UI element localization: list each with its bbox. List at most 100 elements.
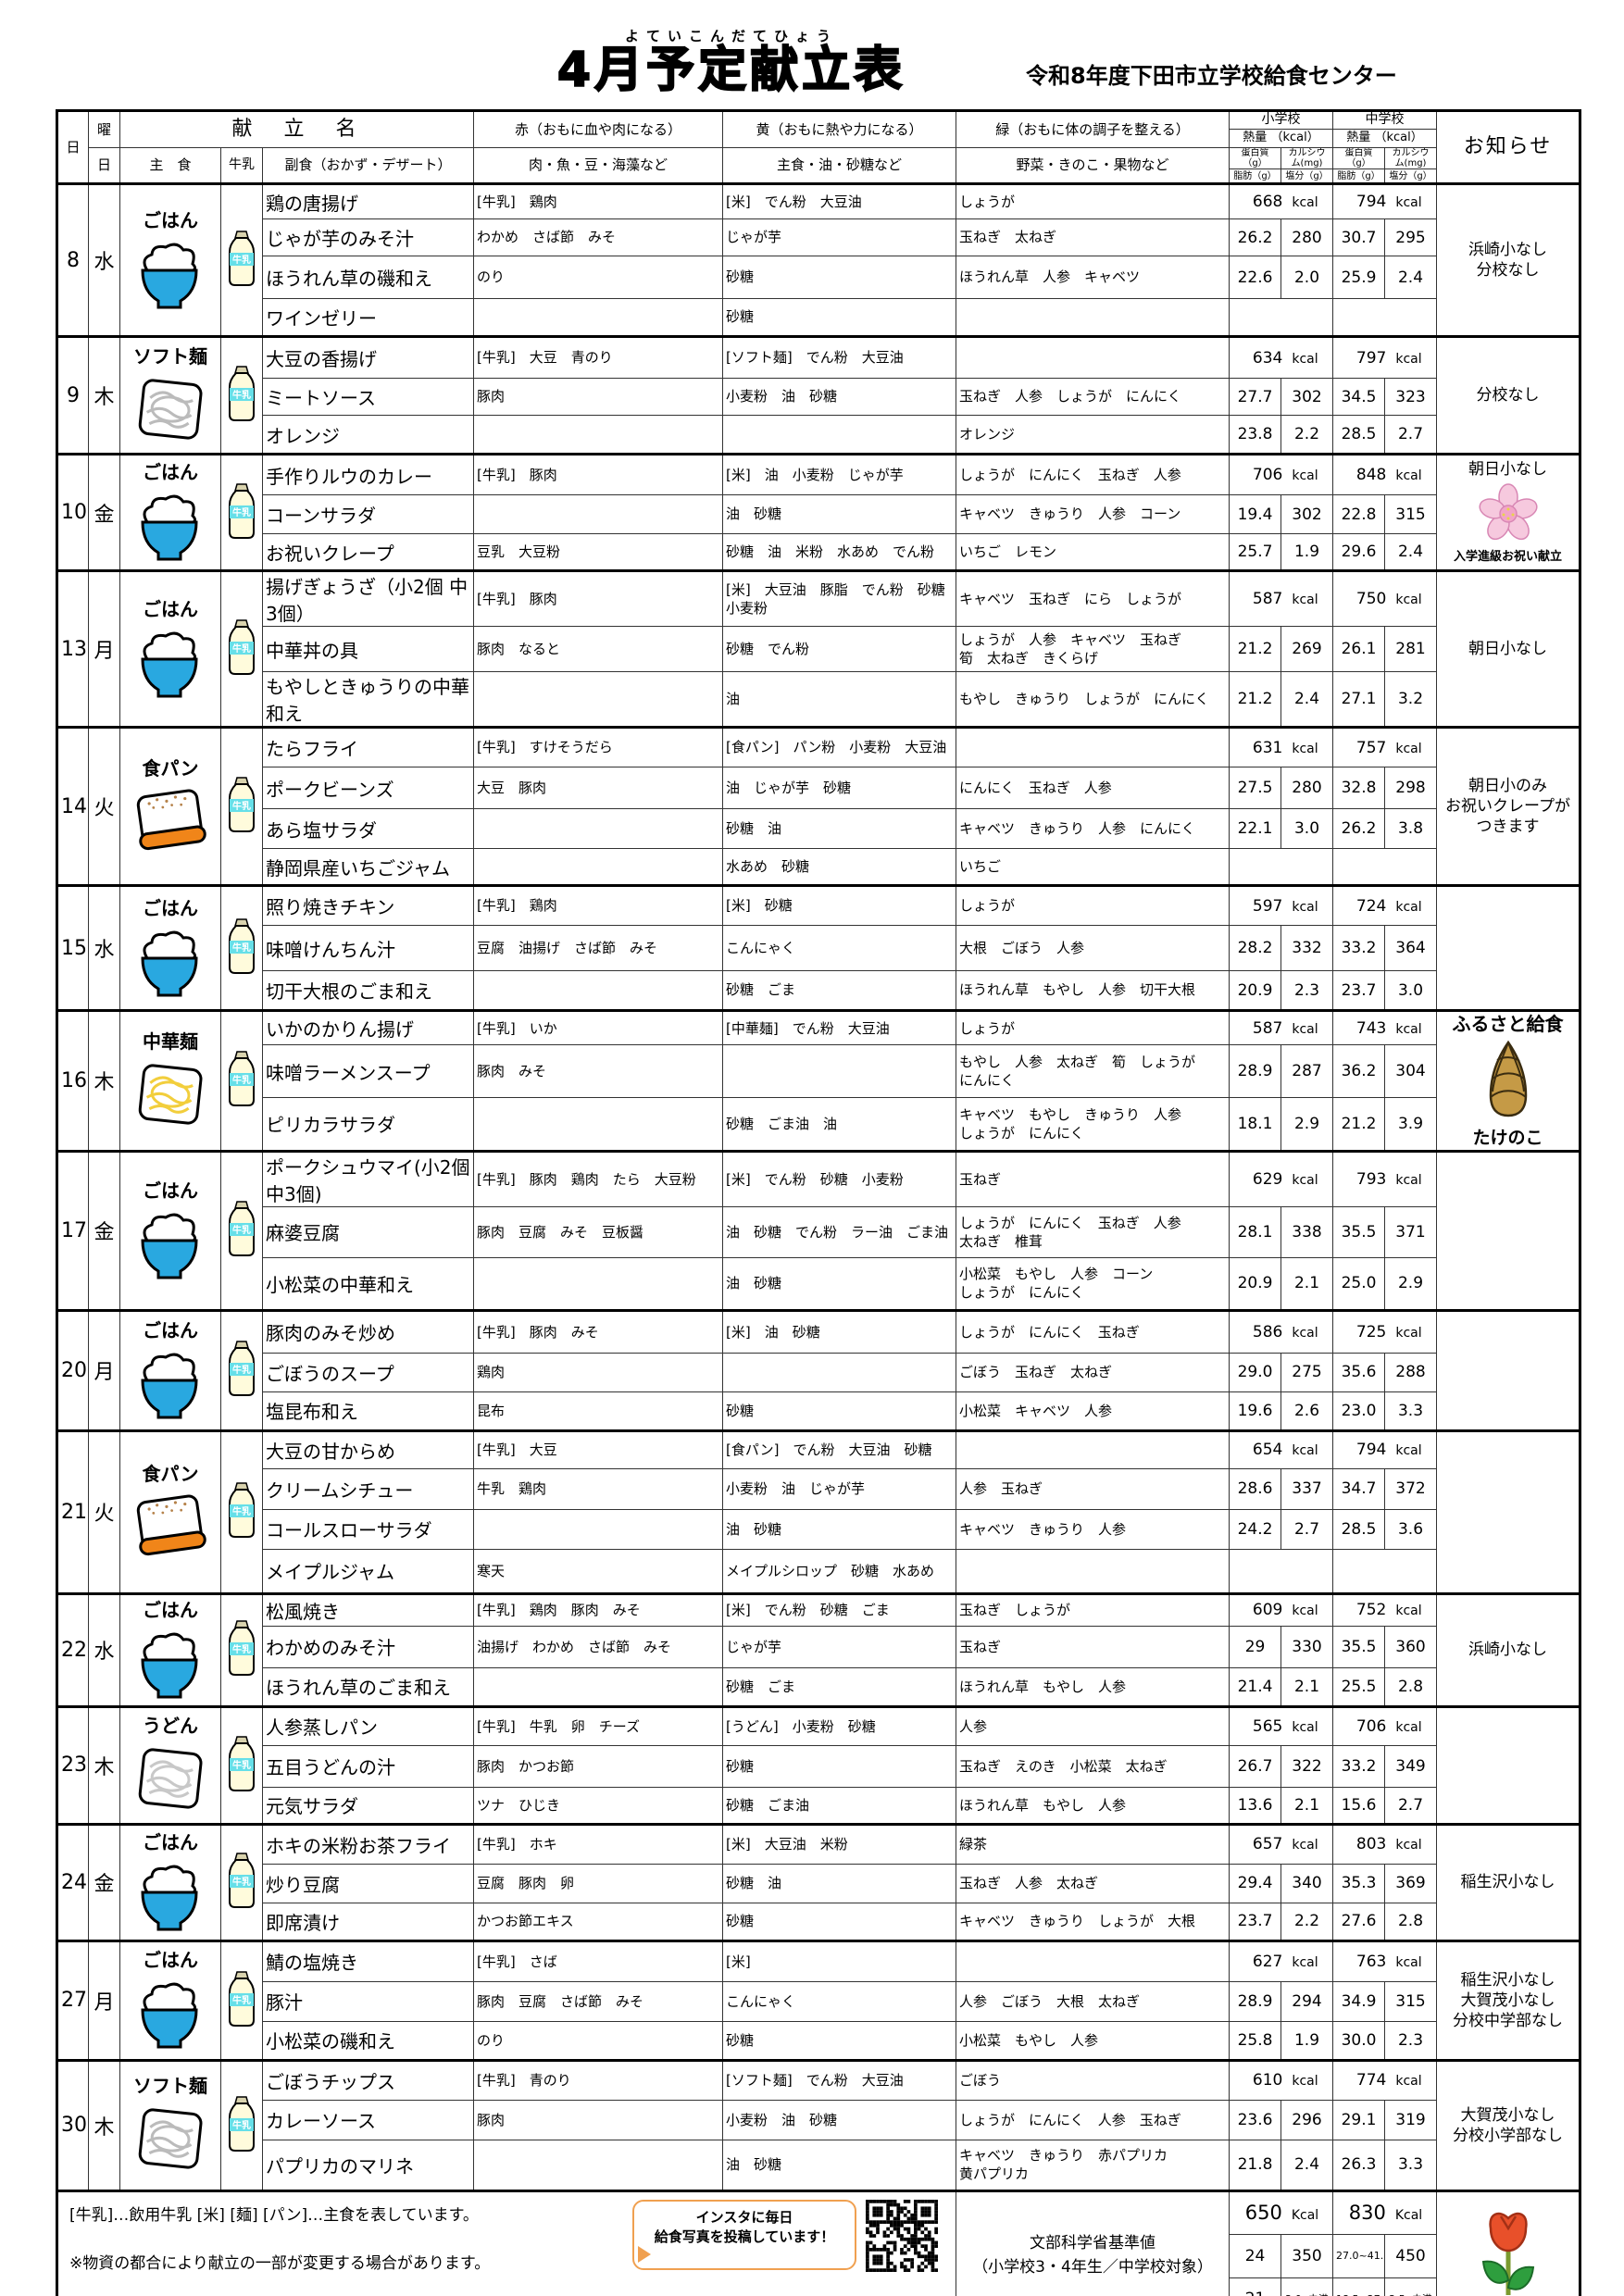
weekday-cell: 水 [88, 182, 120, 337]
staple-label: ソフト麺 [133, 2075, 207, 2098]
green-ingredients-cell: 玉ねぎ えのき 小松菜 太ねぎ [956, 1744, 1230, 1788]
nutrition-j_salt-cell: 2.4 [1384, 256, 1438, 299]
junior-kcal-cell: 763 kcal [1332, 1939, 1438, 1982]
nutrition-e_pro-cell: 28.9 [1229, 1980, 1282, 2022]
notice-cell [1436, 1149, 1581, 1311]
standard-salt-elementary: 2.0g未満 [1280, 2277, 1334, 2296]
menu-row-10-2: コーンサラダ 油 砂糖 キャベツ きゅうり 人参 コーン 19.4 302 22.8 315 [57, 494, 1580, 534]
staple-label: ソフト麺 [133, 344, 207, 368]
menu-row-14-1: 14 火食パン 牛乳 たらフライ [牛乳] すけそうだら [食パン] パン粉 小麦粉 … [56, 726, 1581, 886]
date-cell: 15 [56, 884, 89, 1011]
instagram-callout-line1: インスタに毎日 [695, 2208, 793, 2226]
staple-cell: ごはん [119, 182, 221, 337]
staple-cell: ごはん [119, 1149, 221, 1311]
weekday-cell: 木 [88, 1009, 120, 1152]
notice-cell: 稲生沢小なし 大賀茂小なし 分校中学部なし [1436, 1939, 1581, 2061]
nutrition-j_pro-cell: 33.2 [1332, 1744, 1386, 1788]
red-ingredients-cell: [牛乳] 鶏肉 [473, 182, 724, 219]
nutrition-e_fat-cell: 20.9 [1229, 1256, 1282, 1311]
staple-label: ごはん [143, 597, 198, 620]
green-ingredients-cell: ごぼう [956, 2058, 1230, 2101]
red-ingredients-cell: [牛乳] ホキ [473, 1822, 724, 1865]
nutrition-e_pro-cell: 27.7 [1229, 378, 1282, 416]
staple-cell: ごはん [119, 569, 221, 728]
red-ingredients-cell [473, 808, 724, 849]
yellow-ingredients-cell: 砂糖 油 [722, 1863, 957, 1903]
nutrition-e_cal-cell: 338 [1280, 1205, 1334, 1258]
dish-name-cell: 五目うどんの汁 [261, 1744, 475, 1788]
dish-name-cell: 手作りルウのカレー [261, 453, 475, 495]
notice-line: 浜崎小なし [1468, 240, 1548, 259]
staple-label: ごはん [143, 208, 198, 231]
nutrition-e_salt-cell: 2.2 [1280, 415, 1334, 455]
yellow-ingredients-cell: [中華麺] でん粉 大豆油 [722, 1008, 957, 1046]
dish-name-cell: 元気サラダ [261, 1786, 475, 1825]
nutrition-j_fat-cell: 27.1 [1332, 671, 1386, 728]
green-ingredients-cell: いちご レモン [956, 533, 1230, 571]
rice-icon [123, 238, 218, 316]
date-cell: 16 [56, 1009, 89, 1152]
nutrition-empty-cell [1332, 848, 1438, 886]
svg-text:牛乳: 牛乳 [232, 800, 251, 812]
red-ingredients-cell: [牛乳] 牛乳 卵 チーズ [473, 1704, 724, 1746]
red-ingredients-cell [473, 1256, 724, 1311]
yellow-ingredients-cell: 水あめ 砂糖 [722, 848, 957, 886]
notice-line: 稲生沢小なし [1460, 1873, 1555, 1892]
staple-cell: 中華麺 [119, 1009, 221, 1152]
green-ingredients-cell: ほうれん草 もやし 人参 [956, 1666, 1230, 1707]
green-ingredients-cell: キャベツ きゅうり 人参 コーン [956, 494, 1230, 534]
yellow-ingredients-cell: じゃが芋 [722, 218, 957, 256]
junior-kcal-cell: 752 kcal [1332, 1591, 1438, 1627]
milk-cell: 牛乳 [220, 726, 263, 886]
junior-kcal-cell: 794 kcal [1332, 1429, 1438, 1469]
dish-name-cell: 塩昆布和え [261, 1391, 475, 1431]
yellow-ingredients-cell: 砂糖 [722, 298, 957, 337]
notice-line: 朝日小なし [1468, 459, 1548, 479]
nutrition-j_cal-cell: 372 [1384, 1467, 1438, 1510]
header-protein-e: 蛋白質（g） [1229, 147, 1282, 169]
nutrition-e_fat-cell: 23.8 [1229, 415, 1282, 455]
menu-row-20-1: 20 月ごはん 牛乳 豚肉のみそ炒め [牛乳] 豚肉 みそ [米] 油 砂糖 しょうが … [56, 1308, 1581, 1431]
header-yellow-sub: 主食・油・砂糖など [722, 147, 957, 184]
footer-notes: [牛乳]…飲用牛乳 [米] [麺] [パン]…主食を表しています。 ※物資の都合… [56, 2190, 957, 2296]
nutrition-e_pro-cell: 23.6 [1229, 2099, 1282, 2140]
yellow-ingredients-cell: 砂糖 [722, 1391, 957, 1431]
yellow-ingredients-cell [722, 1044, 957, 1099]
nutrition-e_salt-cell: 2.7 [1280, 1508, 1334, 1550]
red-ingredients-cell: 豚肉 豆腐 みそ 豆板醤 [473, 1205, 724, 1258]
header-fat-e: 脂肪（g） [1229, 168, 1282, 184]
nutrition-j_fat-cell: 25.5 [1332, 1666, 1386, 1707]
menu-row-21-1: 21 火食パン 牛乳 大豆の甘からめ [牛乳] 大豆 [食パン] でん粉 大豆油 砂糖… [56, 1429, 1581, 1594]
date-cell: 13 [56, 569, 89, 728]
red-ingredients-cell: [牛乳] さば [473, 1939, 724, 1982]
menu-row-21-3: コールスローサラダ 油 砂糖 キャベツ きゅうり 人参 24.2 2.7 28.5 3.6 [57, 1508, 1580, 1550]
dish-name-cell: 大豆の甘からめ [261, 1429, 475, 1469]
notice-cell: ふるさと給食 たけのこ [1436, 1009, 1581, 1152]
dish-name-cell: パプリカのマリネ [261, 2139, 475, 2191]
junior-kcal-cell: 794 kcal [1332, 182, 1438, 219]
svg-text:牛乳: 牛乳 [232, 1505, 251, 1517]
nutrition-e_fat-cell: 20.9 [1229, 970, 1282, 1011]
header-day: 日 [56, 110, 89, 184]
milk-bottle-icon: 牛乳 [228, 777, 256, 837]
nutrition-e_salt-cell: 2.2 [1280, 1902, 1334, 1941]
milk-bottle-icon: 牛乳 [228, 231, 256, 291]
yellow-ingredients-cell: 油 砂糖 [722, 2139, 957, 2191]
green-ingredients-cell: キャベツ きゅうり しょうが 大根 [956, 1902, 1230, 1941]
elementary-kcal-cell: 631 kcal [1229, 726, 1334, 767]
nutrition-j_pro-cell: 35.5 [1332, 1205, 1386, 1258]
menu-row-9-1: 9 木ソフト麺 牛乳 大豆の香揚げ [牛乳] 大豆 青のり [ソフト麺] でん粉 大豆… [56, 335, 1581, 455]
nutrition-j_pro-cell: 34.9 [1332, 1980, 1386, 2022]
green-ingredients-cell: いちご [956, 848, 1230, 886]
red-ingredients-cell [473, 671, 724, 728]
green-ingredients-cell: もやし 人参 太ねぎ 筍 しょうが にんにく [956, 1044, 1230, 1099]
junior-kcal-cell: 725 kcal [1332, 1308, 1438, 1354]
milk-cell: 牛乳 [220, 2058, 263, 2191]
notice-cell [1436, 884, 1581, 1011]
softmen-icon [123, 374, 218, 450]
standard-calcium-junior: 450 [1384, 2233, 1438, 2278]
nutrition-e_cal-cell: 275 [1280, 1352, 1334, 1392]
dish-name-cell: ほうれん草の磯和え [261, 256, 475, 299]
milk-bottle-icon: 牛乳 [228, 619, 256, 680]
mext-standard-label: 文部科学省基準値 （小学校3・4年生／中学校対象） [956, 2190, 1230, 2296]
